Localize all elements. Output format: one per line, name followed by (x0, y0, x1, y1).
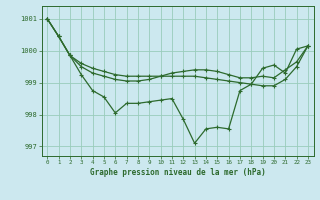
X-axis label: Graphe pression niveau de la mer (hPa): Graphe pression niveau de la mer (hPa) (90, 168, 266, 177)
